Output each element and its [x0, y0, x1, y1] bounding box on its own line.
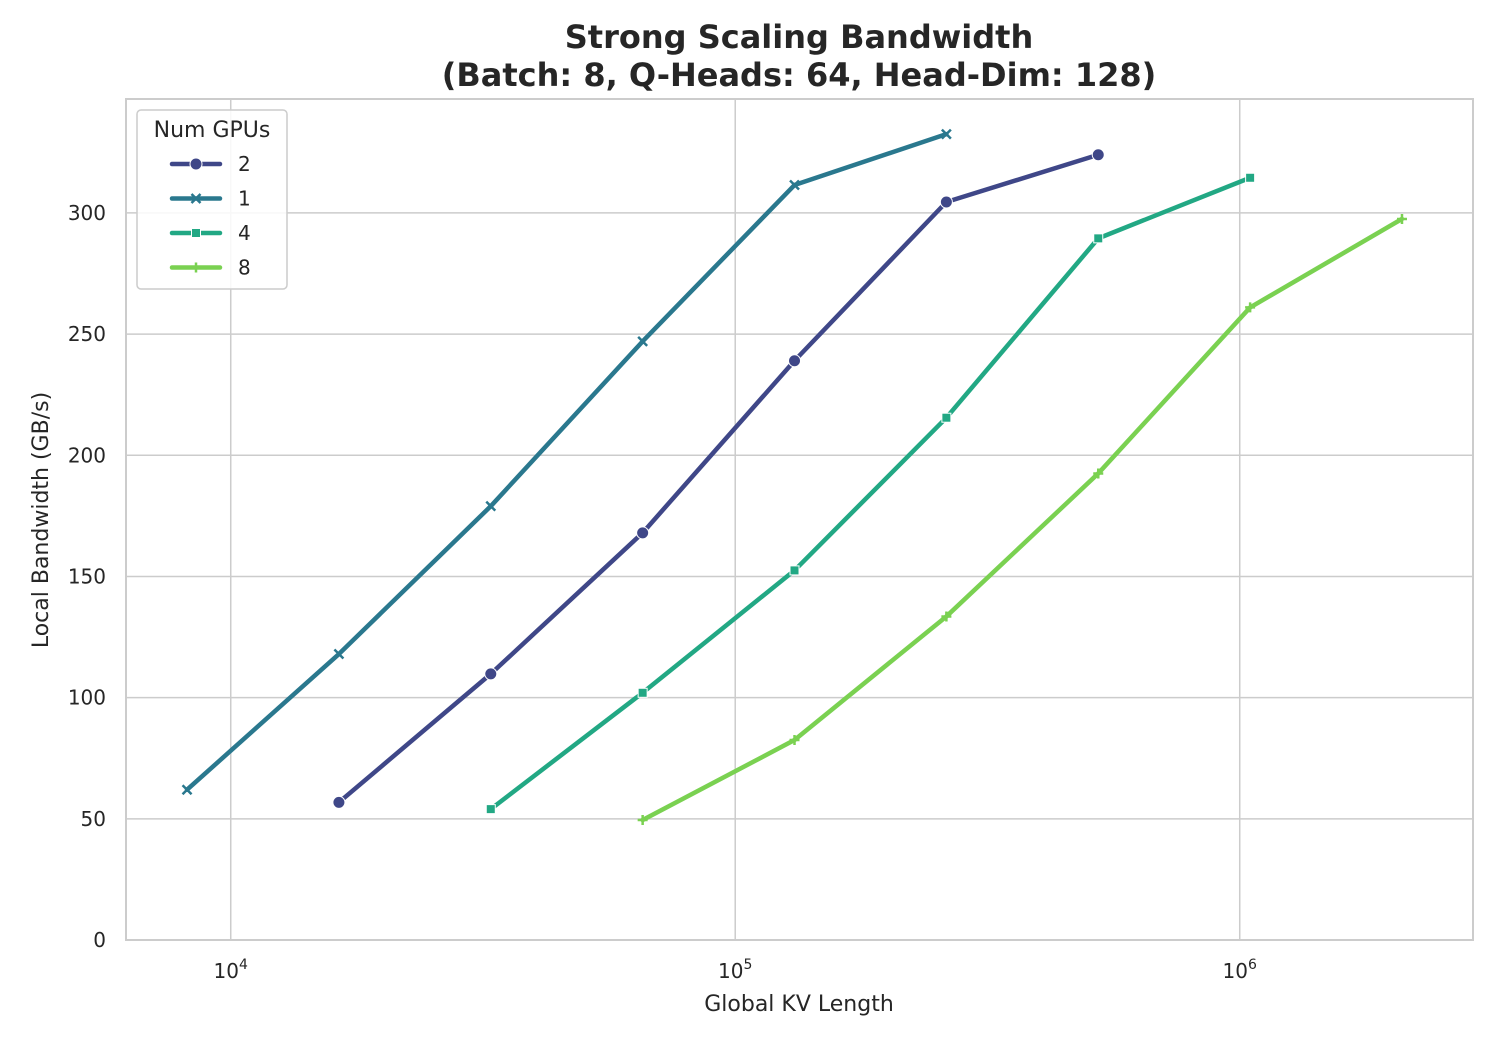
series-2 — [332, 148, 1105, 809]
data-point — [1245, 172, 1256, 183]
legend-marker — [190, 193, 202, 204]
data-point — [1091, 148, 1105, 162]
data-point — [789, 565, 800, 576]
data-point — [485, 804, 496, 815]
data-point — [941, 611, 952, 622]
data-point — [940, 128, 952, 140]
series-1 — [181, 128, 952, 796]
series-4 — [485, 172, 1256, 815]
data-point — [789, 179, 800, 191]
legend-label: 8 — [238, 256, 251, 280]
legend-entry-4: 4 — [169, 221, 251, 245]
x-tick-base: 10 — [214, 959, 239, 983]
chart-title-line-1: Strong Scaling Bandwidth — [565, 18, 1034, 56]
data-point — [1093, 233, 1104, 244]
y-tick-label: 300 — [68, 201, 106, 225]
x-axis-label: Global KV Length — [704, 992, 894, 1017]
data-point — [637, 335, 649, 347]
y-tick-label: 100 — [68, 686, 106, 710]
data-point — [484, 667, 498, 681]
x-tick-base: 10 — [1223, 959, 1248, 983]
x-tick-label: 104 — [214, 957, 248, 983]
plot-frame — [125, 98, 1474, 941]
data-point — [636, 526, 650, 540]
data-point — [939, 195, 953, 209]
series-line-4 — [488, 175, 1253, 812]
data-point — [788, 354, 802, 368]
series — [181, 128, 1407, 826]
grid — [126, 99, 1473, 941]
x-tick-base: 10 — [718, 959, 743, 983]
legend-label: 4 — [238, 221, 251, 245]
x-tick-exponent: 5 — [743, 957, 752, 973]
x-tick-exponent: 6 — [1248, 957, 1257, 973]
chart-title-line-2: (Batch: 8, Q-Heads: 64, Head-Dim: 128) — [442, 56, 1157, 94]
y-tick-label: 200 — [68, 443, 106, 467]
legend-entry-8: 8 — [169, 256, 251, 280]
legend-label: 1 — [238, 187, 251, 211]
series-line-8 — [640, 216, 1405, 823]
legend: Num GPUs 2 1 4 8 — [136, 109, 288, 290]
data-point — [1245, 302, 1256, 313]
data-point — [789, 735, 800, 746]
legend-title: Num GPUs — [154, 118, 271, 143]
legend-label: 2 — [238, 152, 251, 176]
x-tick-labels: 104 105 106 — [214, 957, 1257, 983]
y-tick-label: 50 — [81, 807, 106, 831]
x-tick-exponent: 4 — [239, 957, 248, 973]
data-point — [637, 815, 648, 826]
series-8 — [637, 213, 1407, 826]
legend-entry-2: 2 — [169, 152, 251, 176]
y-tick-label: 250 — [68, 322, 106, 346]
x-tick-label: 106 — [1223, 957, 1257, 983]
y-tick-label: 150 — [68, 564, 106, 588]
data-point — [637, 687, 648, 698]
y-tick-labels: 0 50 100 150 200 250 300 — [68, 201, 106, 952]
data-point — [1093, 468, 1104, 479]
data-point — [941, 412, 952, 423]
y-tick-label: 0 — [93, 928, 106, 952]
data-point — [181, 784, 193, 796]
series-line-1 — [184, 131, 949, 792]
legend-entries: 2 1 4 8 — [169, 152, 251, 280]
x-tick-label: 105 — [718, 957, 752, 983]
data-point — [1396, 213, 1407, 224]
y-axis-label: Local Bandwidth (GB/s) — [29, 392, 54, 648]
data-point — [332, 795, 346, 809]
legend-marker — [189, 157, 203, 171]
data-point — [485, 500, 497, 512]
series-line-2 — [336, 152, 1101, 805]
legend-entry-1: 1 — [169, 187, 251, 211]
legend-marker — [191, 262, 201, 273]
data-point — [333, 648, 345, 660]
legend-marker — [191, 228, 201, 238]
